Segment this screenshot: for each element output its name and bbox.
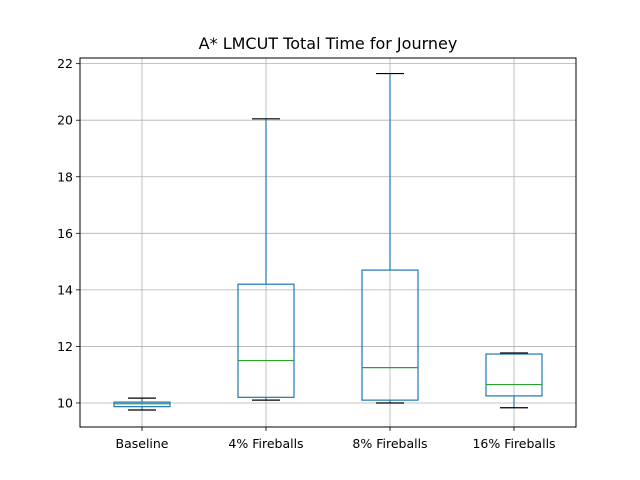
y-tick-label: 18 (57, 169, 73, 184)
iqr-box (237, 283, 295, 398)
y-tick-label: 20 (57, 113, 73, 128)
x-tick-label: 4% Fireballs (228, 436, 303, 451)
grid-layer (80, 58, 576, 427)
y-tick-label: 14 (57, 282, 73, 297)
x-tick-label: Baseline (116, 436, 169, 451)
axis-layer: 10 12 14 16 18 20 22 Baseline 4% Fireballs 8% Fir… (57, 56, 555, 451)
iqr-box (485, 353, 543, 397)
box-8-fireballs (361, 72, 419, 404)
x-tick-label: 8% Fireballs (352, 436, 427, 451)
box-layer (113, 72, 543, 411)
y-tick-label: 10 (57, 395, 73, 410)
y-tick-label: 22 (57, 56, 73, 71)
box-16-fireballs (485, 352, 543, 409)
x-tick-label: 16% Fireballs (472, 436, 555, 451)
box-baseline (113, 397, 171, 411)
chart-title: A* LMCUT Total Time for Journey (199, 34, 458, 53)
plot-frame (79, 57, 577, 428)
y-tick-label: 16 (57, 226, 73, 241)
y-tick-label: 12 (57, 339, 73, 354)
box-4-fireballs (237, 118, 295, 401)
iqr-box (361, 269, 419, 401)
